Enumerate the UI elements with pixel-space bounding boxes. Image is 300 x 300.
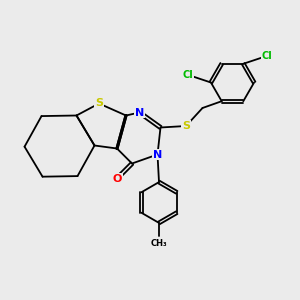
Text: Cl: Cl <box>261 51 272 61</box>
Text: Cl: Cl <box>182 70 193 80</box>
Text: N: N <box>153 149 162 160</box>
Text: CH₃: CH₃ <box>151 238 167 247</box>
Text: S: S <box>182 121 190 131</box>
Text: N: N <box>135 107 144 118</box>
Text: S: S <box>95 98 103 109</box>
Text: O: O <box>112 173 122 184</box>
